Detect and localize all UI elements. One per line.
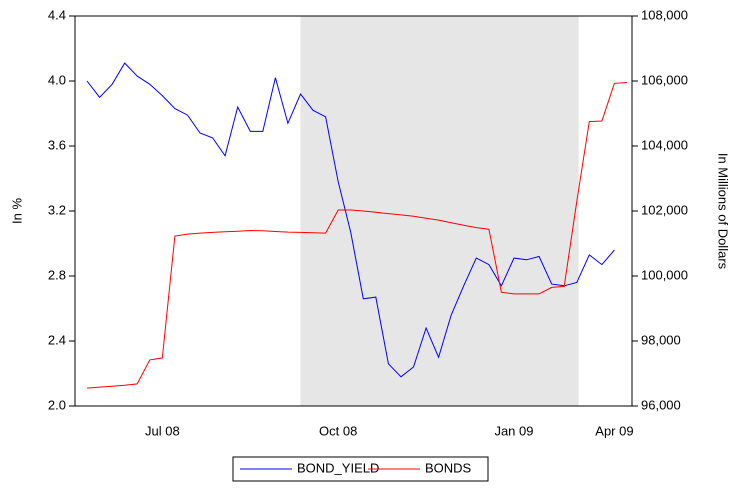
y2-tick-label: 106,000 xyxy=(641,72,688,87)
x-tick-label: Oct 08 xyxy=(319,423,357,438)
y-tick-label: 4.0 xyxy=(48,72,66,87)
series-line xyxy=(86,62,615,378)
y-tick-label: 3.2 xyxy=(48,202,66,217)
y2-tick-label: 96,000 xyxy=(641,397,681,412)
y2-tick-label: 102,000 xyxy=(641,202,688,217)
legend-label: BOND_YIELD xyxy=(297,460,379,475)
shaded-region xyxy=(300,16,579,406)
y2-tick-label: 104,000 xyxy=(641,137,688,152)
y-tick-label: 2.0 xyxy=(48,397,66,412)
y-tick-label: 3.6 xyxy=(48,137,66,152)
legend-label: BONDS xyxy=(425,460,472,475)
x-tick-label: Apr 09 xyxy=(595,423,633,438)
y2-tick-label: 98,000 xyxy=(641,332,681,347)
y-tick-label: 2.4 xyxy=(48,332,66,347)
y-tick-label: 2.8 xyxy=(48,267,66,282)
x-tick-label: Jan 09 xyxy=(494,423,533,438)
series-line xyxy=(86,82,628,389)
y-axis-title: In % xyxy=(9,198,24,224)
y2-tick-label: 100,000 xyxy=(641,267,688,282)
y-tick-label: 4.4 xyxy=(48,7,66,22)
y2-tick-label: 108,000 xyxy=(641,7,688,22)
x-tick-label: Jul 08 xyxy=(145,423,180,438)
legend: BOND_YIELD BONDS xyxy=(240,460,472,475)
y2-axis-title: In Millions of Dollars xyxy=(716,153,731,270)
